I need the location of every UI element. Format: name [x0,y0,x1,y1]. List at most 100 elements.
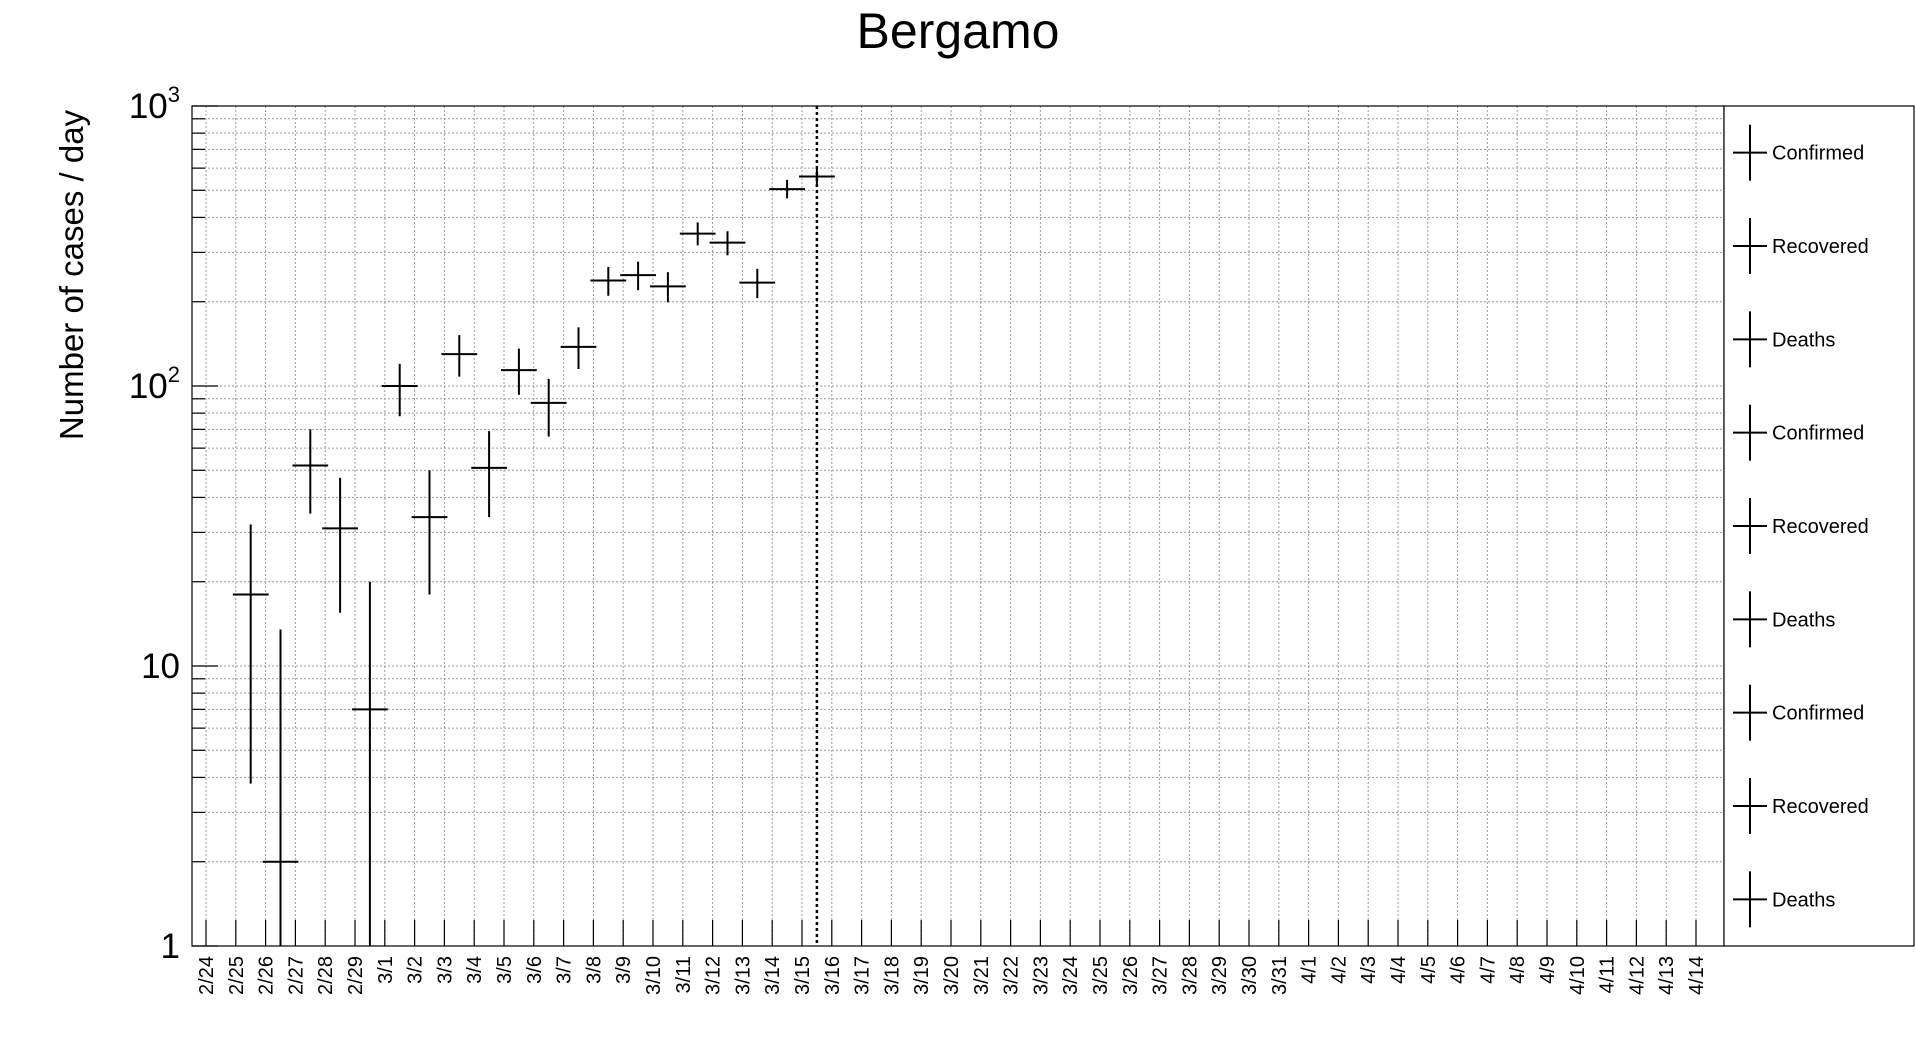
x-tick-label: 4/13 [1656,956,1678,995]
x-tick-label: 2/25 [226,956,248,995]
x-tick-label: 3/5 [494,956,516,984]
y-tick-label: 102 [129,362,180,406]
y-tick-label: 10 [141,647,180,686]
x-tick-label: 3/4 [464,956,486,984]
data-point [501,348,537,395]
legend-entry: Confirmed [1733,124,1864,181]
x-tick-label: 4/1 [1299,956,1321,984]
data-point [679,222,716,246]
data-point [620,261,656,291]
x-tick-label: 3/7 [554,956,576,984]
x-tick-label: 4/7 [1477,956,1499,984]
legend-entry: Deaths [1733,311,1835,368]
x-tick-label: 3/30 [1239,956,1261,995]
x-tick-label: 4/2 [1328,956,1350,984]
x-tick-label: 3/8 [583,956,605,984]
x-tick-label: 3/26 [1120,956,1142,995]
data-point [739,268,776,299]
x-tick-label: 4/8 [1507,956,1529,984]
x-tick-label: 3/13 [732,956,754,995]
x-tick-label: 3/31 [1269,956,1291,995]
legend-entry: Confirmed [1733,684,1864,741]
x-tick-label: 3/27 [1150,956,1172,995]
legend-entries: Confirmed Recovered Deaths Confirmed Recover… [1733,124,1869,928]
data-point [232,524,269,784]
data-points [232,168,835,946]
data-point [292,429,329,514]
legend-entry: Deaths [1733,591,1835,648]
x-tick-label: 4/6 [1448,956,1470,984]
x-tick-label: 4/3 [1358,956,1380,984]
x-tick-label: 3/20 [941,956,963,995]
data-point [650,272,686,303]
data-point [441,335,478,377]
legend-entry: Recovered [1733,218,1869,274]
x-tick-label: 3/11 [673,956,695,993]
x-tick-label: 3/10 [643,956,665,995]
x-tick-label: 3/21 [971,956,993,995]
data-point [769,179,805,199]
x-tick-label: 3/6 [524,956,546,984]
legend-label: Confirmed [1772,423,1864,445]
x-tick-label: 3/25 [1090,956,1112,995]
x-tick-label: 3/28 [1179,956,1201,995]
legend-entry: Deaths [1733,871,1835,928]
x-tick-label: 3/14 [762,956,784,995]
x-tick-label: 4/12 [1626,956,1648,995]
data-point [322,477,358,613]
data-point [590,267,627,296]
legend-label: Recovered [1772,796,1869,818]
data-point [381,363,418,417]
x-tick-label: 3/22 [1001,956,1023,995]
legend-label: Confirmed [1772,143,1864,165]
data-point [530,378,567,437]
y-axis-label: Number of cases / day [53,109,90,440]
x-axis-ticks: 2/24 2/25 2/26 2/27 2/28 2/29 3/1 3/2 3/3 3/4 3/5 3… [196,920,1708,995]
x-tick-label: 4/14 [1686,956,1708,995]
x-tick-label: 2/29 [345,956,367,995]
legend-label: Deaths [1772,329,1835,351]
x-tick-label: 3/17 [852,956,874,995]
legend-entry: Recovered [1733,498,1869,554]
x-tick-label: 3/1 [375,956,397,984]
x-tick-label: 2/27 [285,956,307,995]
x-tick-label: 3/12 [703,956,725,995]
x-tick-label: 4/4 [1388,956,1410,984]
legend-entry: Recovered [1733,778,1869,834]
y-tick-label: 1 [161,927,180,966]
legend-label: Confirmed [1772,703,1864,725]
data-point [411,470,448,595]
legend-label: Deaths [1772,889,1835,911]
x-tick-label: 3/16 [822,956,844,995]
data-point [560,327,597,370]
x-tick-label: 4/10 [1567,956,1589,995]
x-tick-label: 3/15 [792,956,814,995]
x-tick-label: 3/18 [881,956,903,995]
chart-title: Bergamo [857,3,1060,59]
x-tick-label: 2/26 [256,956,278,995]
data-point [352,581,388,946]
x-tick-label: 4/5 [1418,956,1440,984]
plot-frame [191,105,1725,947]
data-point [471,431,507,518]
x-tick-label: 3/3 [434,956,456,984]
x-tick-label: 2/28 [315,956,337,995]
y-axis-ticks: 1 10 102 103 [129,82,218,966]
x-tick-label: 3/29 [1209,956,1231,995]
x-tick-label: 3/9 [613,956,635,984]
x-tick-label: 4/11 [1597,956,1619,993]
x-tick-label: 2/24 [196,956,218,995]
x-tick-label: 3/2 [405,956,427,984]
legend-label: Recovered [1772,516,1869,538]
data-point [709,231,746,256]
x-tick-label: 3/19 [911,956,933,995]
y-tick-label: 103 [129,82,180,126]
data-point [262,629,299,946]
legend-label: Recovered [1772,236,1869,258]
x-tick-label: 3/24 [1060,956,1082,995]
legend-label: Deaths [1772,609,1835,631]
x-tick-label: 4/9 [1537,956,1559,984]
legend-entry: Confirmed [1733,404,1864,461]
data-point [799,168,835,185]
